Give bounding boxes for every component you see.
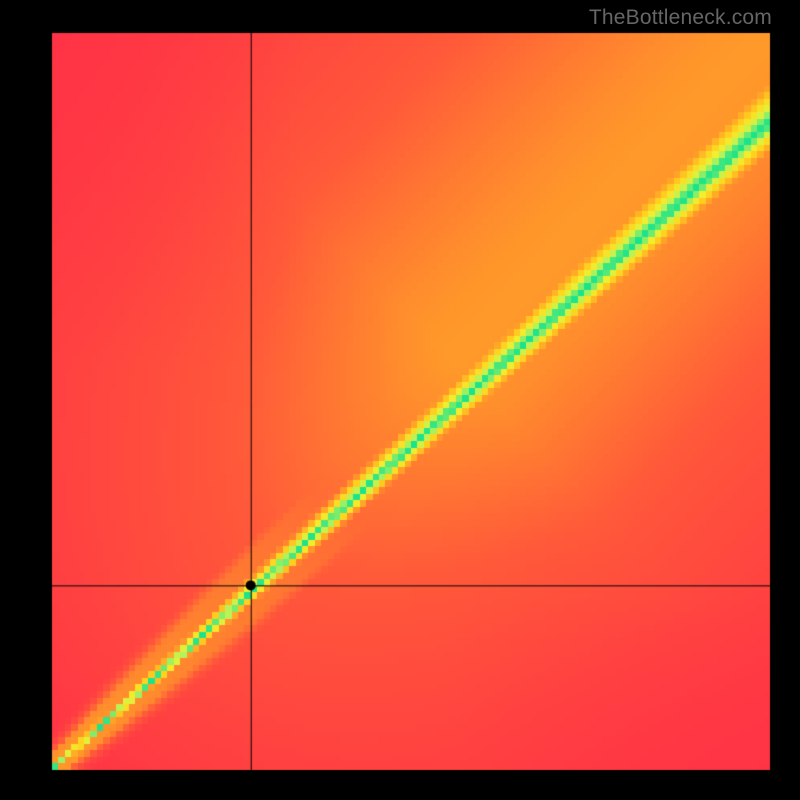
bottleneck-heatmap-canvas — [0, 0, 800, 800]
chart-container: TheBottleneck.com — [0, 0, 800, 800]
watermark-label: TheBottleneck.com — [589, 6, 772, 30]
